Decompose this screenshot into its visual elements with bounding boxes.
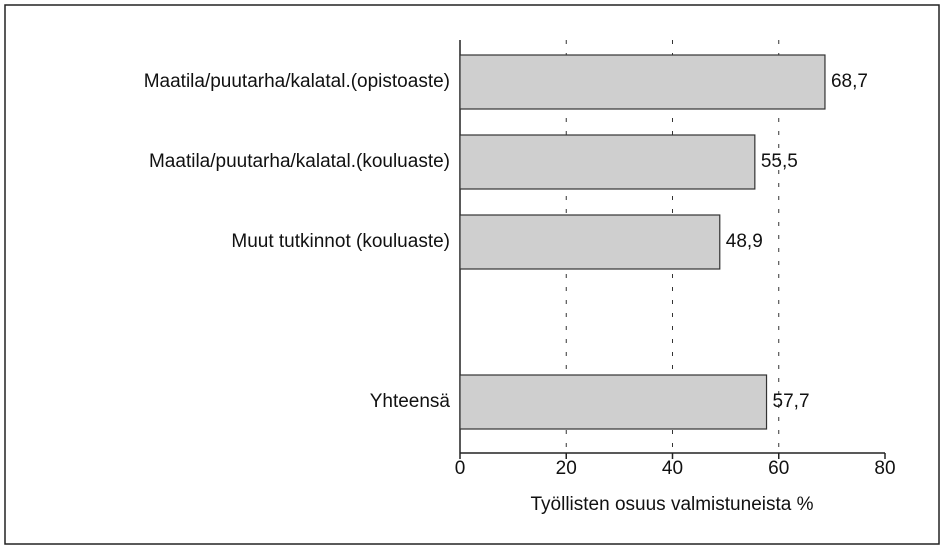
x-tick-label: 80: [874, 458, 895, 479]
x-tick-label: 20: [556, 458, 577, 479]
bar: [459, 134, 756, 190]
x-tick-label: 0: [455, 458, 466, 479]
x-tick-label: 60: [768, 458, 789, 479]
y-tick-label: Yhteensä: [370, 391, 451, 412]
bar: [459, 214, 721, 270]
y-tick-label: Maatila/puutarha/kalatal.(opistoaste): [144, 71, 450, 92]
bar: [459, 374, 768, 430]
bar: [459, 54, 826, 110]
data-label: 55,5: [761, 151, 798, 172]
data-label: 48,9: [726, 231, 763, 252]
y-tick-label: Muut tutkinnot (kouluaste): [231, 231, 450, 252]
x-tick-label: 40: [662, 458, 683, 479]
y-tick-label: Maatila/puutarha/kalatal.(kouluaste): [149, 151, 450, 172]
data-label: 68,7: [831, 71, 868, 92]
data-label: 57,7: [773, 391, 810, 412]
frame: [4, 4, 940, 545]
x-axis-label: Työllisten osuus valmistuneista %: [530, 494, 813, 515]
